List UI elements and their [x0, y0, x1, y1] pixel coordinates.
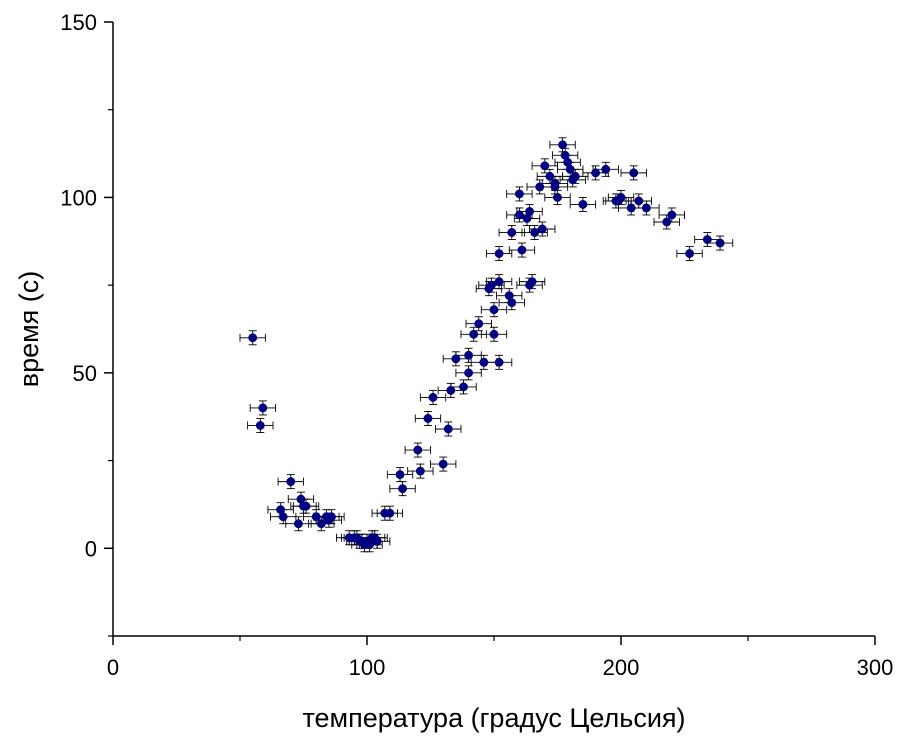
data-point	[469, 329, 479, 339]
data-point	[372, 536, 382, 546]
data-point	[545, 171, 555, 181]
data-point	[507, 228, 517, 237]
data-point	[487, 280, 496, 290]
data-point	[464, 368, 474, 378]
data-point	[558, 140, 568, 150]
data-point	[517, 245, 527, 255]
data-point	[255, 421, 265, 430]
data-point	[479, 357, 489, 367]
data-point	[293, 519, 303, 529]
data-point	[570, 171, 580, 181]
data-point	[413, 445, 423, 455]
data-point	[525, 207, 535, 216]
data-point	[616, 192, 626, 202]
data-point	[326, 512, 336, 522]
data-point	[451, 354, 461, 364]
data-point	[395, 470, 405, 480]
error-bar	[620, 165, 647, 181]
axis-ticks: 0 100 200 300 0 50 100 150	[60, 10, 893, 680]
data-point	[258, 403, 268, 413]
data-point	[494, 277, 504, 287]
data-point	[489, 305, 499, 315]
y-tick-label: 50	[73, 361, 97, 386]
data-points	[248, 140, 725, 550]
x-axis-title: температура (градус Цельсия)	[302, 703, 685, 733]
data-point	[540, 161, 550, 171]
data-point	[530, 228, 540, 237]
error-bars	[239, 137, 734, 553]
data-point	[591, 168, 601, 178]
data-point	[514, 210, 524, 220]
data-point	[474, 319, 484, 329]
data-point	[507, 298, 517, 308]
data-point	[248, 333, 258, 343]
data-point	[565, 164, 575, 174]
data-point	[286, 477, 296, 487]
data-point	[662, 217, 672, 227]
data-point	[634, 196, 644, 206]
data-point	[398, 484, 408, 494]
data-point	[626, 203, 636, 213]
y-axis-title: время (с)	[14, 271, 44, 388]
data-point	[494, 357, 504, 367]
data-point	[494, 249, 504, 259]
data-point	[443, 424, 453, 434]
data-point	[438, 459, 448, 469]
data-point	[702, 235, 712, 244]
y-tick-label: 100	[60, 185, 97, 210]
data-point	[629, 168, 639, 178]
x-tick-label: 0	[107, 655, 119, 680]
data-point	[601, 164, 611, 174]
data-point	[464, 350, 474, 360]
data-point	[316, 519, 326, 529]
data-point	[301, 501, 311, 511]
data-point	[415, 466, 425, 476]
data-point	[553, 192, 562, 202]
x-tick-label: 300	[857, 655, 894, 680]
data-point	[578, 199, 588, 209]
data-point	[428, 392, 438, 402]
data-point	[535, 182, 545, 192]
y-tick-label: 0	[85, 536, 97, 561]
data-point	[459, 382, 468, 392]
data-point	[641, 203, 651, 213]
data-point	[385, 508, 395, 518]
data-point	[311, 512, 321, 522]
data-point	[514, 189, 524, 199]
data-point	[446, 385, 456, 395]
data-point	[278, 512, 288, 522]
y-tick-label: 150	[60, 10, 97, 35]
data-point	[667, 210, 677, 220]
data-point	[550, 182, 560, 192]
x-tick-label: 100	[349, 655, 386, 680]
data-point	[489, 329, 499, 339]
data-point	[715, 238, 725, 248]
data-point	[423, 414, 433, 423]
data-point	[537, 224, 547, 234]
data-point	[685, 249, 695, 259]
data-point	[527, 277, 537, 287]
x-tick-label: 200	[603, 655, 640, 680]
